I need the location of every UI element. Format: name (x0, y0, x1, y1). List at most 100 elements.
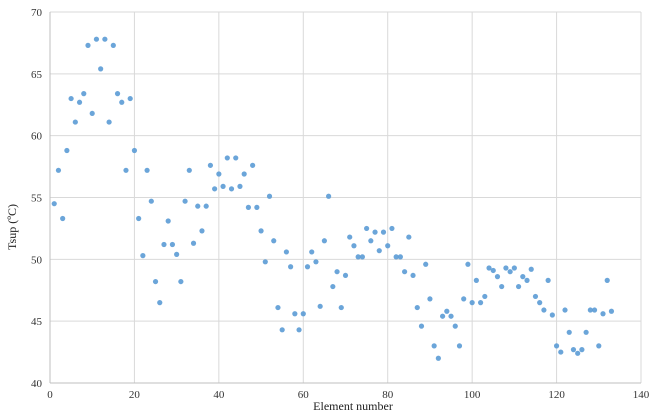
data-point (494, 274, 501, 280)
data-point (600, 311, 606, 317)
data-point (541, 307, 547, 313)
data-point (545, 277, 551, 283)
axes (49, 12, 641, 384)
y-tick-label: 60 (31, 131, 43, 143)
data-point (570, 347, 577, 353)
data-point (224, 155, 230, 161)
tick-labels: 40 45 50 55 60 65 70 0 20 40 60 80 100 120 140 (31, 7, 650, 401)
data-point (608, 308, 615, 314)
y-tick-label: 40 (31, 378, 43, 390)
data-point (418, 323, 425, 329)
data-point (604, 277, 610, 283)
data-point (190, 240, 197, 246)
data-point (275, 304, 281, 311)
data-point (300, 311, 306, 317)
data-point (64, 147, 70, 154)
data-point (499, 283, 505, 290)
data-point (283, 249, 289, 255)
data-point (262, 259, 268, 265)
data-point (199, 228, 205, 234)
data-point (245, 204, 252, 210)
data-point (72, 119, 78, 125)
data-point (136, 215, 142, 222)
data-point (55, 167, 62, 173)
data-point (520, 274, 526, 280)
data-point (431, 343, 437, 349)
x-tick-label: 20 (129, 389, 141, 401)
data-point (254, 204, 260, 210)
data-point (515, 283, 522, 290)
data-point (338, 304, 344, 311)
data-point (452, 323, 458, 329)
data-point (127, 95, 133, 102)
data-point (427, 296, 433, 302)
data-point (292, 311, 298, 317)
y-tick-label: 50 (31, 254, 43, 266)
data-point (296, 327, 302, 333)
data-point (309, 249, 315, 255)
y-tick-label: 70 (31, 7, 43, 19)
data-point (266, 193, 273, 199)
data-point (368, 238, 374, 244)
data-point (444, 308, 450, 314)
y-tick-label: 45 (31, 316, 43, 328)
data-point (477, 300, 484, 306)
data-point (144, 167, 150, 173)
data-point (68, 95, 74, 102)
data-point (140, 253, 146, 259)
data-point (549, 312, 555, 318)
data-point (385, 243, 391, 249)
data-point (448, 313, 454, 319)
data-point (165, 218, 171, 224)
data-point (51, 201, 57, 207)
data-point (351, 243, 357, 249)
data-point (148, 198, 154, 204)
x-tick-label: 40 (213, 389, 225, 401)
data-point (258, 228, 264, 234)
data-point (461, 296, 467, 302)
data-point (279, 327, 285, 333)
data-point (182, 198, 188, 204)
data-point (98, 66, 104, 72)
data-point (359, 254, 365, 260)
data-point (558, 349, 564, 355)
data-point (123, 167, 129, 173)
data-point (355, 254, 361, 260)
data-point (203, 203, 209, 209)
data-point (178, 278, 184, 285)
x-tick-label: 60 (298, 389, 310, 401)
x-axis-title: Element number (313, 399, 393, 413)
data-point (528, 266, 534, 272)
x-tick-label: 140 (633, 389, 650, 401)
data-point (186, 167, 192, 173)
data-point (216, 171, 222, 177)
data-point (326, 193, 332, 199)
data-point (347, 234, 353, 240)
data-point (389, 225, 395, 232)
data-point (532, 293, 539, 300)
data-point (579, 347, 585, 353)
x-tick-label: 80 (382, 389, 394, 401)
data-point (60, 215, 66, 222)
data-point (228, 186, 235, 192)
data-point (304, 264, 311, 270)
data-point (414, 304, 420, 311)
data-point (402, 269, 408, 275)
data-point (81, 91, 87, 97)
data-point (119, 99, 125, 105)
data-point (114, 91, 121, 97)
data-point (562, 307, 568, 313)
y-tick-label: 65 (31, 69, 43, 81)
data-points (51, 36, 615, 361)
data-point (423, 261, 429, 267)
data-point (393, 254, 399, 260)
data-point (482, 293, 488, 300)
data-point (364, 225, 370, 232)
data-point (583, 329, 589, 335)
data-point (237, 183, 243, 189)
data-point (439, 313, 446, 319)
data-point (372, 229, 378, 235)
data-point (313, 259, 319, 265)
data-point (507, 269, 513, 275)
